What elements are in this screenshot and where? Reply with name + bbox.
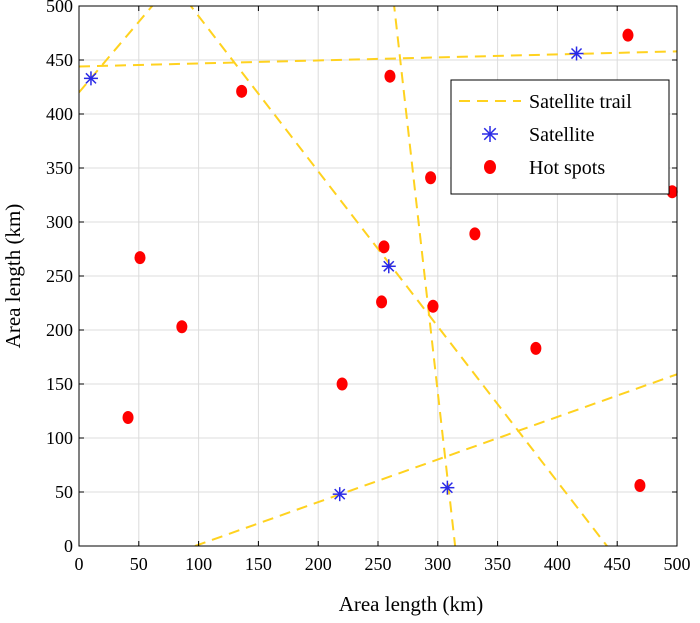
x-tick-label: 100 [185,554,212,574]
markers [83,28,678,502]
x-tick-label: 350 [484,554,511,574]
hot-spot-point [376,295,388,309]
y-tick-label: 0 [64,536,73,556]
hot-spot-point [134,251,146,265]
x-tick-label: 200 [305,554,332,574]
x-tick-label: 450 [604,554,631,574]
legend-label: Satellite [529,124,595,146]
y-tick-label: 250 [46,266,73,286]
hot-spot-point [425,171,437,185]
satellite-trail-line [393,6,457,546]
y-tick-label: 200 [46,320,73,340]
satellite-point [381,259,396,274]
y-tick-label: 150 [46,374,73,394]
x-tick-label: 300 [424,554,451,574]
y-tick-label: 300 [46,212,73,232]
y-tick-label: 450 [46,50,73,70]
y-tick-label: 500 [46,0,73,16]
y-tick-label: 400 [46,104,73,124]
satellite-point [569,46,584,61]
ticks: 0 50 100 150 200 250 300 350 400 450 500 0 50 100 150 2… [46,0,691,574]
satellite-point [83,71,98,86]
y-tick-label: 50 [55,482,73,502]
hot-spot-point [622,28,634,42]
hot-spot-point [336,377,348,391]
legend-label: Satellite trail [529,91,632,113]
satellite-point [332,487,347,502]
hot-spot-point [427,299,439,313]
x-axis-label: Area length (km) [339,592,484,616]
hot-spot-point [384,69,396,83]
hot-spot-point [236,84,248,98]
satellite-trail-line [194,373,677,546]
hot-spot-point [378,240,390,254]
x-tick-label: 400 [544,554,571,574]
hot-spot-point [176,320,188,334]
hot-spot-point [530,341,542,355]
x-tick-label: 150 [245,554,272,574]
legend-swatch-hot-spots [484,160,496,174]
legend-swatch-satellite [482,126,498,142]
legend: Satellite trail Satellite Hot spots [450,79,670,195]
satellite-trail-line [189,6,609,546]
satellite-point [440,480,455,495]
x-tick-label: 250 [365,554,392,574]
hot-spot-point [469,227,481,241]
x-tick-label: 500 [664,554,691,574]
x-tick-label: 0 [75,554,84,574]
legend-label: Hot spots [529,157,605,179]
hot-spot-point [634,479,646,493]
satellite-trail-line [79,50,677,68]
y-tick-label: 100 [46,428,73,448]
y-tick-label: 350 [46,158,73,178]
hot-spot-point [122,410,134,424]
y-axis-label: Area length (km) [1,204,25,349]
x-tick-label: 50 [130,554,148,574]
